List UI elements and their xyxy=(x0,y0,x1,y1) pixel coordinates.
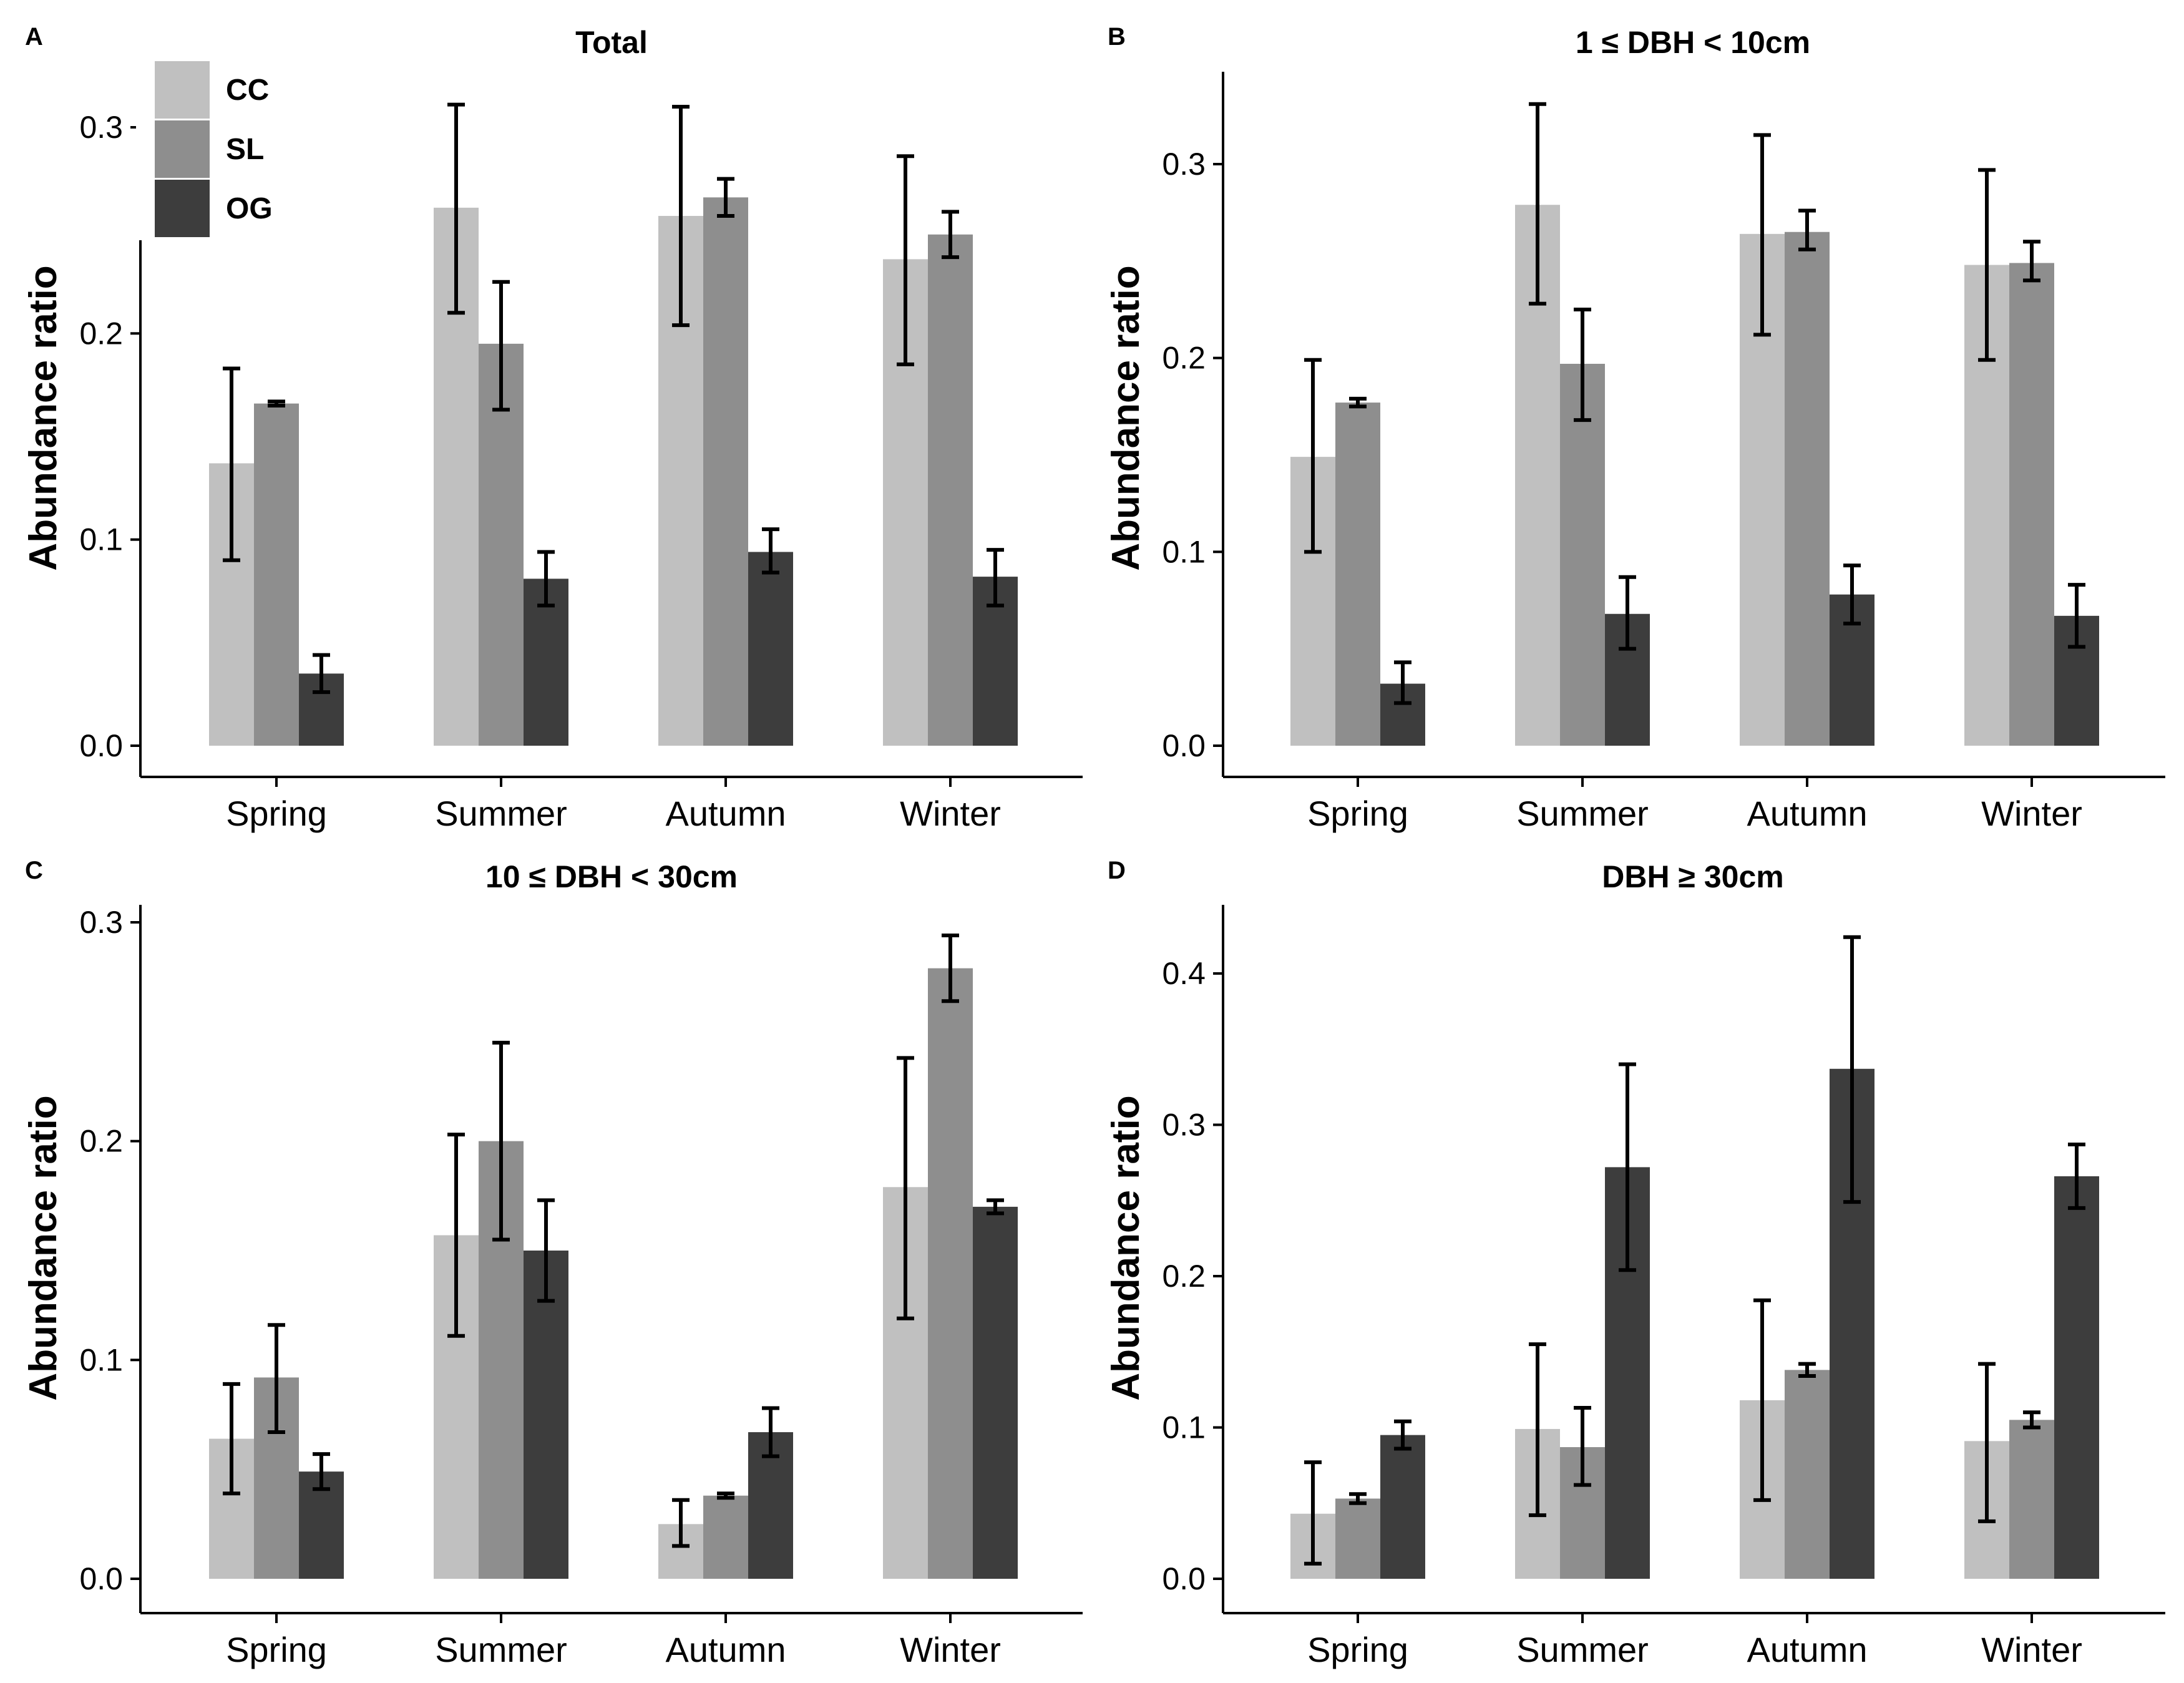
y-tick-label: 0.2 xyxy=(1162,1259,1206,1294)
bar-og xyxy=(524,1251,568,1579)
bar-og xyxy=(1380,1435,1425,1579)
panel-letter: D xyxy=(1108,857,1126,884)
legend-swatch-cc xyxy=(155,61,210,119)
x-tick-label: Summer xyxy=(435,794,567,833)
y-tick-label: 0.0 xyxy=(1162,1561,1206,1596)
panel-letter: A xyxy=(25,23,43,51)
y-tick-label: 0.3 xyxy=(79,905,123,940)
legend-swatch-sl xyxy=(155,120,210,178)
bar-sl xyxy=(1335,1498,1380,1579)
x-tick-label: Spring xyxy=(1307,1630,1408,1669)
y-axis-title: Abundance ratio xyxy=(22,265,65,570)
x-tick-label: Autumn xyxy=(666,1630,786,1669)
bar-sl xyxy=(928,234,973,746)
x-tick-label: Autumn xyxy=(1747,794,1868,833)
panel-title: DBH ≥ 30cm xyxy=(1602,859,1783,894)
y-axis-title: Abundance ratio xyxy=(1104,265,1148,570)
x-tick-label: Summer xyxy=(435,1630,567,1669)
y-tick-label: 0.2 xyxy=(79,316,123,351)
bar-og xyxy=(748,552,793,746)
legend-label-sl: SL xyxy=(226,133,264,166)
bar-sl xyxy=(1785,232,1830,746)
x-tick-label: Autumn xyxy=(1747,1630,1868,1669)
bar-sl xyxy=(928,968,973,1579)
panel-letter: C xyxy=(25,857,43,884)
panel-title: 1 ≤ DBH < 10cm xyxy=(1576,25,1810,60)
y-tick-label: 0.3 xyxy=(1162,147,1206,182)
panel-a: 0.0 0.1 0.2 0.3 Spring Summer Autumn Winter Tota… xyxy=(22,23,1083,833)
bar-og xyxy=(973,1206,1018,1579)
y-tick-label: 0.2 xyxy=(79,1124,123,1159)
bar-sl xyxy=(1560,363,1605,746)
y-tick-label: 0.1 xyxy=(79,522,123,557)
x-tick-label: Summer xyxy=(1516,1630,1649,1669)
panel-title: 10 ≤ DBH < 30cm xyxy=(485,859,738,894)
y-tick-label: 0.0 xyxy=(1162,728,1206,763)
y-tick-label: 0.3 xyxy=(1162,1108,1206,1143)
legend: CC SL OG xyxy=(136,59,273,240)
x-tick-label: Winter xyxy=(900,794,1001,833)
panel-letter: B xyxy=(1108,23,1126,51)
y-tick-label: 0.1 xyxy=(79,1342,123,1377)
bar-sl xyxy=(1785,1370,1830,1579)
y-tick-label: 0.2 xyxy=(1162,341,1206,376)
y-tick-label: 0.0 xyxy=(79,1561,123,1596)
x-tick-label: Winter xyxy=(900,1630,1001,1669)
y-tick-label: 0.4 xyxy=(1162,956,1206,991)
y-tick-label: 0.1 xyxy=(1162,1410,1206,1445)
y-axis-title: Abundance ratio xyxy=(1104,1095,1148,1400)
panel-b: 0.0 0.1 0.2 0.3 Spring Summer Autumn Winter 1 ≤ … xyxy=(1104,23,2165,833)
panel-d: 0.0 0.1 0.2 0.3 0.4 Spring Summer Autumn Winter D… xyxy=(1104,857,2165,1669)
y-tick-label: 0.3 xyxy=(79,110,123,145)
x-tick-label: Autumn xyxy=(666,794,786,833)
bar-sl xyxy=(703,1495,748,1579)
x-tick-label: Summer xyxy=(1516,794,1649,833)
bar-sl xyxy=(254,403,299,746)
bar-sl xyxy=(1335,402,1380,746)
x-tick-label: Spring xyxy=(226,1630,327,1669)
legend-swatch-og xyxy=(155,180,210,237)
bar-sl xyxy=(2009,263,2054,746)
x-tick-label: Winter xyxy=(1981,1630,2082,1669)
y-axis-title: Abundance ratio xyxy=(22,1095,65,1400)
legend-label-og: OG xyxy=(226,192,273,225)
y-tick-label: 0.0 xyxy=(79,728,123,763)
bar-og xyxy=(2054,1176,2099,1579)
x-tick-label: Spring xyxy=(226,794,327,833)
y-tick-label: 0.1 xyxy=(1162,534,1206,569)
bar-sl xyxy=(703,197,748,746)
legend-label-cc: CC xyxy=(226,74,269,107)
panel-title: Total xyxy=(575,25,648,60)
x-tick-label: Spring xyxy=(1307,794,1408,833)
bar-sl xyxy=(2009,1420,2054,1579)
x-tick-label: Winter xyxy=(1981,794,2082,833)
panel-c: 0.0 0.1 0.2 0.3 Spring Summer Autumn Winter 10 ≤… xyxy=(22,857,1083,1669)
